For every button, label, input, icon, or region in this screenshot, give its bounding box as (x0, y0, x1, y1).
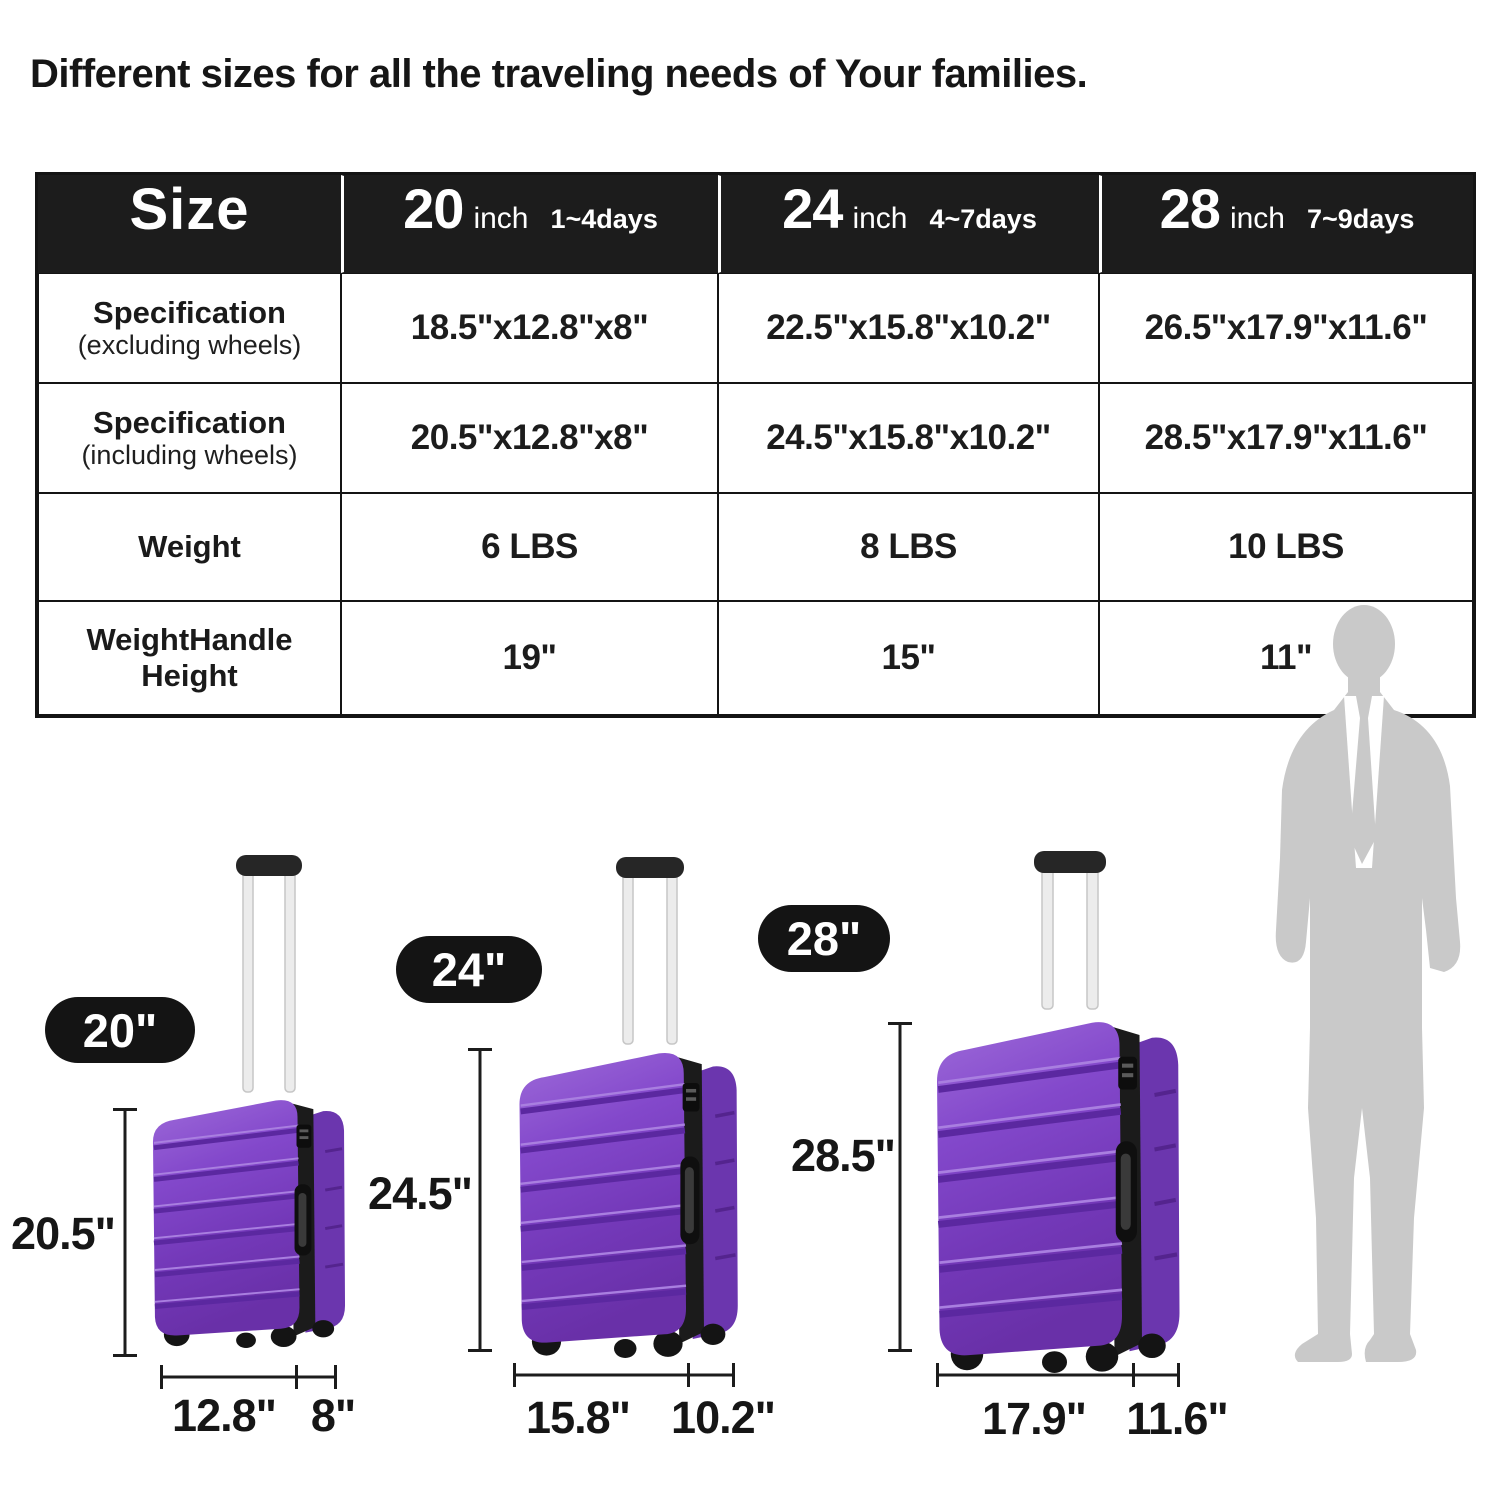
height-label-20: 20.5" (11, 1208, 116, 1259)
size-spec-table: Size 20 inch 1~4days 24 inch 4~7days 28 … (35, 172, 1476, 718)
width-label-28: 17.9" (982, 1393, 1087, 1444)
handle-height-28: 11" (1099, 601, 1473, 715)
telescopic-pole (1086, 866, 1099, 1010)
col-20-num: 20 (403, 177, 464, 240)
spec-incl-20: 20.5"x12.8"x8" (341, 383, 718, 493)
spec-excl-20: 18.5"x12.8"x8" (341, 273, 718, 383)
telescopic-pole (1041, 866, 1054, 1010)
spec-excl-28: 26.5"x17.9"x11.6" (1099, 273, 1473, 383)
col-28-days: 7~9days (1307, 204, 1415, 234)
col-20-unit: inch (473, 202, 529, 235)
width-line-24 (513, 1362, 735, 1388)
telescopic-pole (666, 871, 678, 1045)
telescopic-pole (622, 871, 634, 1045)
suitcase-24-illustration (495, 857, 740, 1360)
col-24-days: 4~7days (929, 204, 1037, 234)
suitcase-28-illustration (930, 851, 1185, 1375)
depth-label-24: 10.2" (671, 1392, 776, 1443)
spec-excl-24: 22.5"x15.8"x10.2" (718, 273, 1099, 383)
table-header-20inch: 20 inch 1~4days (341, 175, 718, 273)
table-header-24inch: 24 inch 4~7days (718, 175, 1099, 273)
width-label-20: 12.8" (172, 1390, 277, 1441)
depth-label-20: 8" (310, 1390, 356, 1441)
trolley-grip (616, 857, 684, 878)
depth-label-28: 11.6" (1126, 1393, 1228, 1444)
person-silhouette (1275, 605, 1461, 1362)
col-28-unit: inch (1229, 202, 1285, 235)
weight-20: 6 LBS (341, 493, 718, 601)
row-handle-height-label: WeightHandle Height (38, 601, 341, 715)
spec-incl-24: 24.5"x15.8"x10.2" (718, 383, 1099, 493)
page-title: Different sizes for all the traveling ne… (30, 52, 1088, 96)
suitcase-body (520, 1053, 738, 1358)
telescopic-pole (284, 869, 296, 1093)
table-header-28inch: 28 inch 7~9days (1099, 175, 1473, 273)
col-28-num: 28 (1159, 177, 1221, 240)
trolley-grip (1034, 851, 1106, 873)
badge-28: 28" (758, 905, 890, 972)
weight-24: 8 LBS (718, 493, 1099, 601)
size-header-label: Size (129, 177, 250, 242)
width-line-28 (936, 1362, 1180, 1388)
suitcase-20-illustration (148, 855, 348, 1350)
weight-28: 10 LBS (1099, 493, 1473, 601)
col-24-num: 24 (782, 177, 843, 240)
suitcase-body (937, 1022, 1180, 1373)
height-line-28 (887, 1022, 913, 1352)
handle-height-20: 19" (341, 601, 718, 715)
tie-detail (1350, 696, 1376, 864)
badge-24: 24" (396, 936, 542, 1003)
width-label-24: 15.8" (526, 1392, 631, 1443)
height-line-24 (467, 1048, 493, 1352)
col-24-unit: inch (852, 202, 908, 235)
width-line-20 (160, 1364, 337, 1390)
row-spec-excl-label: Specification (excluding wheels) (38, 273, 341, 383)
handle-height-24: 15" (718, 601, 1099, 715)
trolley-grip (236, 855, 302, 876)
row-spec-incl-label: Specification (including wheels) (38, 383, 341, 493)
row-weight-label: Weight (38, 493, 341, 601)
spec-incl-28: 28.5"x17.9"x11.6" (1099, 383, 1473, 493)
col-20-days: 1~4days (550, 204, 658, 234)
suitcase-body (153, 1100, 345, 1348)
table-header-size: Size (38, 175, 341, 273)
badge-20: 20" (45, 997, 195, 1063)
height-label-24: 24.5" (368, 1168, 473, 1219)
height-line-20 (112, 1108, 138, 1357)
height-label-28: 28.5" (791, 1130, 896, 1181)
telescopic-pole (242, 869, 254, 1093)
